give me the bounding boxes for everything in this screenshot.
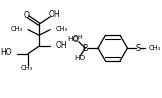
Text: HO: HO <box>0 48 12 57</box>
Text: CH₃: CH₃ <box>149 45 161 51</box>
Text: HO: HO <box>68 36 79 42</box>
Text: CH₃: CH₃ <box>10 26 23 32</box>
Text: CH₃: CH₃ <box>56 26 68 32</box>
Text: B: B <box>82 44 88 53</box>
Text: OH: OH <box>49 10 61 20</box>
Text: O: O <box>73 35 79 44</box>
Text: CH₃: CH₃ <box>21 65 33 71</box>
Text: OH: OH <box>56 41 67 50</box>
Text: H: H <box>77 34 82 39</box>
Text: HO: HO <box>74 55 85 61</box>
Text: S: S <box>135 44 140 53</box>
Text: O: O <box>23 11 29 20</box>
